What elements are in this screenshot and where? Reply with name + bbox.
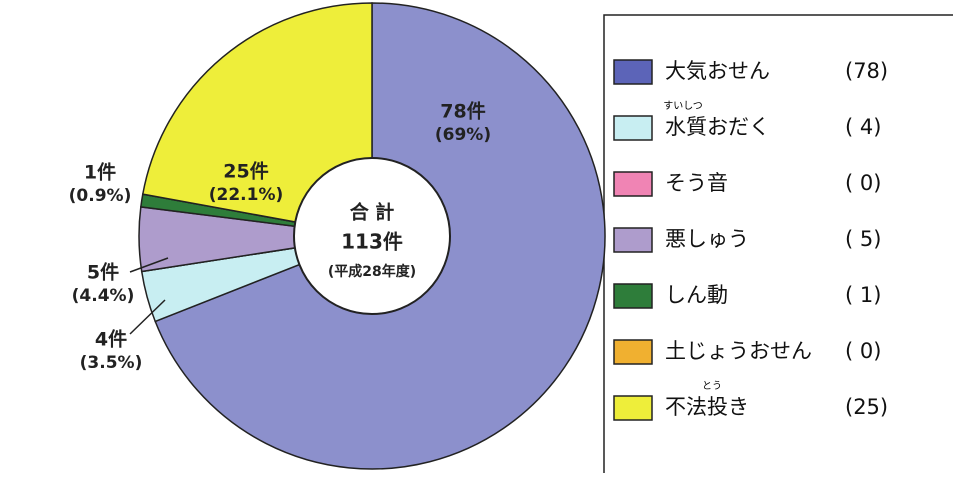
leader-line [129, 257, 169, 273]
legend-value: (78) [845, 59, 888, 83]
slice [141, 2, 373, 237]
legend-label: しん動 [665, 283, 728, 307]
leader-line [129, 299, 166, 335]
legend-label: 水質おだく [665, 115, 770, 139]
percent-label: (3.5%) [80, 353, 143, 373]
legend-swatch [613, 283, 653, 309]
count-label: 1件 [84, 161, 116, 184]
percent-label: (69%) [435, 125, 491, 145]
legend-value: ( 0) [845, 171, 881, 195]
center-text: 113件 [341, 230, 403, 254]
legend-swatch [613, 59, 653, 85]
legend-label: 大気おせん [665, 59, 770, 83]
count-label: 25件 [223, 160, 268, 183]
legend-swatch [613, 115, 653, 141]
ruby: とう [702, 380, 722, 392]
legend-value: (25) [845, 395, 888, 419]
legend-label: そう音 [665, 171, 728, 195]
legend-value: ( 4) [845, 115, 881, 139]
ruby: すいしつ [663, 100, 702, 112]
legend-box [603, 14, 953, 477]
legend-swatch [613, 171, 653, 197]
legend-swatch [613, 395, 653, 421]
legend-label: 悪しゅう [665, 227, 749, 251]
percent-label: (0.9%) [69, 186, 132, 206]
center-text: (平成28年度) [328, 263, 416, 280]
legend-label: 不法投き [665, 395, 749, 419]
count-label: 78件 [440, 100, 485, 123]
count-label: 5件 [87, 261, 119, 284]
center-hole [293, 157, 451, 315]
legend-swatch [613, 339, 653, 365]
legend-label: 土じょうおせん [665, 339, 812, 363]
center-text: 合 計 [350, 201, 395, 224]
slice-labels: 78件(69%) 4件(3.5%) 5件(4.4%) 1件(0.9%) 25件(22.1… [69, 100, 491, 374]
percent-label: (22.1%) [209, 185, 284, 205]
legend-value: ( 5) [845, 227, 881, 251]
percent-label: (4.4%) [72, 286, 135, 306]
legend-swatch [613, 227, 653, 253]
count-label: 4件 [95, 328, 127, 351]
legend-value: ( 1) [845, 283, 881, 307]
legend-value: ( 0) [845, 339, 881, 363]
